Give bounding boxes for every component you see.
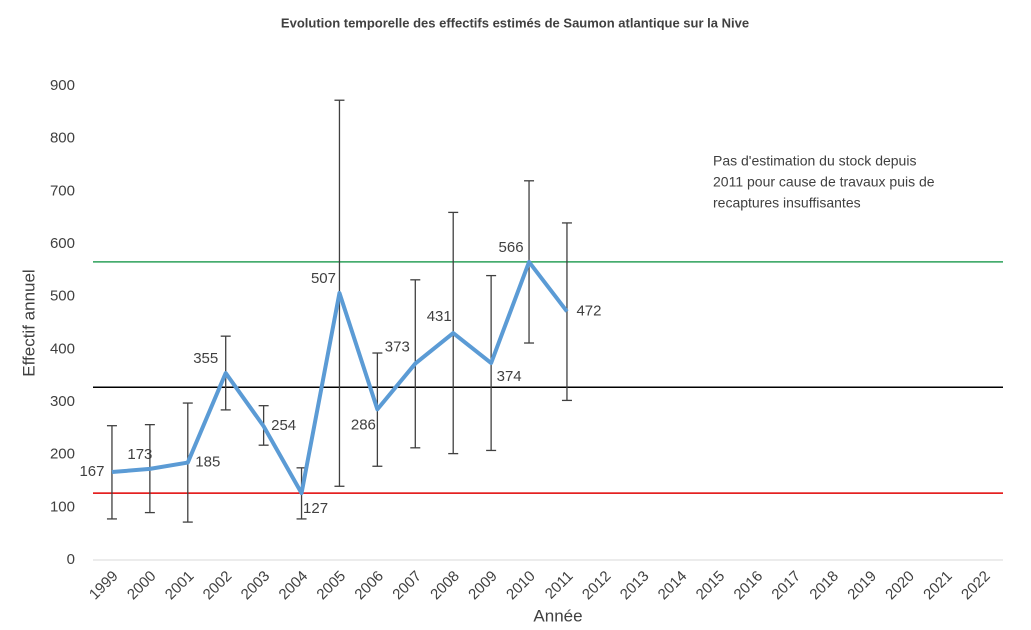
data-label: 472: [576, 302, 601, 319]
x-tick-label: 2020: [882, 568, 918, 604]
x-tick-label: 2017: [768, 568, 804, 604]
y-tick-label: 100: [50, 498, 75, 515]
x-tick-label: 2010: [503, 568, 539, 604]
annotation: recaptures insuffisantes: [713, 195, 861, 211]
x-tick-label: 2021: [920, 568, 956, 604]
x-tick-label: 2022: [958, 568, 994, 604]
x-tick-label: 2006: [351, 568, 387, 604]
x-tick-label: 2016: [731, 568, 767, 604]
x-tick-label: 2000: [124, 568, 160, 604]
data-label: 173: [127, 446, 152, 463]
y-tick-label: 0: [67, 551, 75, 568]
chart-title: Evolution temporelle des effectifs estim…: [281, 15, 749, 30]
data-label: 167: [79, 463, 104, 480]
x-tick-label: 2007: [389, 568, 425, 604]
x-tick-label: 2002: [200, 568, 236, 604]
y-tick-label: 500: [50, 288, 75, 305]
data-label: 185: [195, 454, 220, 471]
data-line: [111, 259, 569, 496]
x-tick-label: 1999: [86, 568, 122, 604]
error-bar: [561, 222, 572, 402]
x-tick-label: 2012: [579, 568, 615, 604]
error-bar: [106, 425, 117, 520]
y-tick-label: 600: [50, 235, 75, 252]
x-tick-label: 2004: [276, 568, 312, 604]
data-label: 374: [497, 368, 522, 385]
x-axis-title: Année: [533, 606, 582, 625]
x-tick-label: 2014: [655, 568, 691, 604]
data-label: 431: [427, 308, 452, 325]
data-label: 127: [303, 500, 328, 517]
x-tick-label: 2005: [313, 568, 349, 604]
data-label: 566: [499, 239, 524, 256]
y-tick-label: 800: [50, 130, 75, 147]
x-tick-label: 2019: [844, 568, 880, 604]
data-label: 507: [311, 270, 336, 287]
x-tick-label: 2008: [427, 568, 463, 604]
y-tick-label: 900: [50, 77, 75, 94]
y-tick-label: 200: [50, 446, 75, 463]
x-tick-label: 2009: [465, 568, 501, 604]
data-label: 355: [193, 350, 218, 367]
x-tick-label: 2003: [238, 568, 274, 604]
data-label: 286: [351, 416, 376, 433]
y-axis-title: Effectif annuel: [19, 269, 38, 376]
y-tick-label: 700: [50, 182, 75, 199]
x-tick-label: 2001: [162, 568, 198, 604]
y-tick-label: 300: [50, 393, 75, 410]
y-tick-label: 400: [50, 340, 75, 357]
x-tick-label: 2018: [806, 568, 842, 604]
x-tick-label: 2015: [693, 568, 729, 604]
x-tick-label: 2011: [542, 568, 577, 603]
annotation: 2011 pour cause de travaux puis de: [713, 174, 935, 190]
data-label: 254: [271, 417, 296, 434]
x-tick-label: 2013: [617, 568, 653, 604]
data-label: 373: [385, 339, 410, 356]
annotation: Pas d'estimation du stock depuis: [713, 153, 916, 169]
